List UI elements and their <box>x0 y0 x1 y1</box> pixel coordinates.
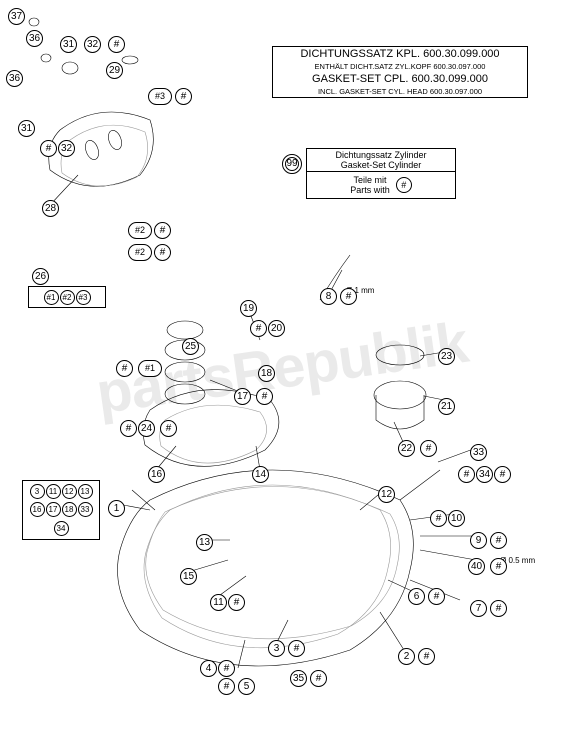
callout-29: 29 <box>106 62 123 79</box>
callout-hash: # <box>154 244 171 261</box>
callout-5: 5 <box>238 678 255 695</box>
callout-9: 9 <box>470 532 487 549</box>
callout-34: 34 <box>476 466 493 483</box>
callout-18: 18 <box>258 365 275 382</box>
callout-hash: # <box>458 466 475 483</box>
callout-24: 24 <box>138 420 155 437</box>
callout-4: 4 <box>200 660 217 677</box>
group1-item: 12 <box>62 484 77 499</box>
callout-35: 35 <box>290 670 307 687</box>
callout-hash: # <box>428 588 445 605</box>
callout-2: 2 <box>398 648 415 665</box>
callout-hash: # <box>250 320 267 337</box>
callout-hash: # <box>310 670 327 687</box>
group26-item: #2 <box>60 290 75 305</box>
callout-hash3: #3 <box>148 88 172 105</box>
callout-36: 36 <box>26 30 43 47</box>
info-line2-sub: INCL. GASKET-SET CYL. HEAD 600.30.097.00… <box>273 86 527 97</box>
callout-12: 12 <box>378 486 395 503</box>
group1-item: 3 <box>30 484 45 499</box>
callout-17: 17 <box>234 388 251 405</box>
callout-hash: # <box>120 420 137 437</box>
callout-hash: # <box>256 388 273 405</box>
gasket-set-cylinder-box: Dichtungssatz Zylinder Gasket-Set Cylind… <box>306 148 456 199</box>
callout-hash: # <box>430 510 447 527</box>
group1-item: 17 <box>46 502 61 517</box>
info-line2: GASKET-SET CPL. 600.30.099.000 <box>273 72 527 86</box>
callout-25: 25 <box>182 338 199 355</box>
callout-23: 23 <box>438 348 455 365</box>
callout-hash2: #2 <box>128 222 152 239</box>
callout-7: 7 <box>470 600 487 617</box>
callout-hash: # <box>418 648 435 665</box>
callout-hash: # <box>116 360 133 377</box>
callout-14: 14 <box>252 466 269 483</box>
group1-item: 34 <box>54 521 69 536</box>
callout-hash: # <box>340 288 357 305</box>
callout-hash: # <box>40 140 57 157</box>
mid-line1a: Dichtungssatz Zylinder <box>311 150 451 160</box>
callout-hash: # <box>490 532 507 549</box>
group1-item: 18 <box>62 502 77 517</box>
group1-item: 16 <box>30 502 45 517</box>
info-line1: DICHTUNGSSATZ KPL. 600.30.099.000 <box>273 47 527 61</box>
callout-hash1: #1 <box>138 360 162 377</box>
gasket-set-info-box: DICHTUNGSSATZ KPL. 600.30.099.000 ENTHÄL… <box>272 46 528 98</box>
callout-40: 40 <box>468 558 485 575</box>
group-1-box: 3111213 16171833 34 <box>22 480 100 540</box>
callout-13: 13 <box>196 534 213 551</box>
group1-item: 13 <box>78 484 93 499</box>
callout-6: 6 <box>408 588 425 605</box>
callout-99: 99 <box>282 154 302 174</box>
callout-hash: # <box>490 558 507 575</box>
callout-19: 19 <box>240 300 257 317</box>
group1-item: 33 <box>78 502 93 517</box>
callout-37: 37 <box>8 8 25 25</box>
info-line1-sub: ENTHÄLT DICHT.SATZ ZYL.KOPF 600.30.097.0… <box>273 61 527 72</box>
group26-item: #3 <box>76 290 91 305</box>
callout-10: 10 <box>448 510 465 527</box>
callout-32: 32 <box>58 140 75 157</box>
callout-hash: # <box>218 678 235 695</box>
mid-line2b: Parts with <box>350 185 390 195</box>
callout-15: 15 <box>180 568 197 585</box>
callout-16: 16 <box>148 466 165 483</box>
group-26-box: #1#2#3 <box>28 286 106 308</box>
callout-group1: 1 <box>108 500 125 517</box>
callout-31: 31 <box>60 36 77 53</box>
group1-item: 11 <box>46 484 61 499</box>
callout-22: 22 <box>398 440 415 457</box>
callout-hash: # <box>490 600 507 617</box>
callout-33: 33 <box>470 444 487 461</box>
callout-hash: # <box>288 640 305 657</box>
mid-line1b: Gasket-Set Cylinder <box>311 160 451 170</box>
callout-hash: # <box>154 222 171 239</box>
callout-hash: # <box>175 88 192 105</box>
callout-31: 31 <box>18 120 35 137</box>
callout-20: 20 <box>268 320 285 337</box>
callout-28: 28 <box>42 200 59 217</box>
callout-hash2: #2 <box>128 244 152 261</box>
callout-hash: # <box>160 420 177 437</box>
callout-36: 36 <box>6 70 23 87</box>
group26-item: #1 <box>44 290 59 305</box>
callout-32: 32 <box>84 36 101 53</box>
diagram-layer: DICHTUNGSSATZ KPL. 600.30.099.000 ENTHÄL… <box>0 0 563 736</box>
mid-line2a: Teile mit <box>350 175 390 185</box>
callout-hash: # <box>218 660 235 677</box>
callout-3: 3 <box>268 640 285 657</box>
callout-hash: # <box>228 594 245 611</box>
callout-26: 26 <box>32 268 49 285</box>
callout-hash: # <box>494 466 511 483</box>
callout-11: 11 <box>210 594 227 611</box>
callout-hash: # <box>108 36 125 53</box>
parts-svg <box>0 0 563 736</box>
callout-21: 21 <box>438 398 455 415</box>
hash-icon: # <box>396 177 412 193</box>
callout-8: 8 <box>320 288 337 305</box>
callout-hash: # <box>420 440 437 457</box>
